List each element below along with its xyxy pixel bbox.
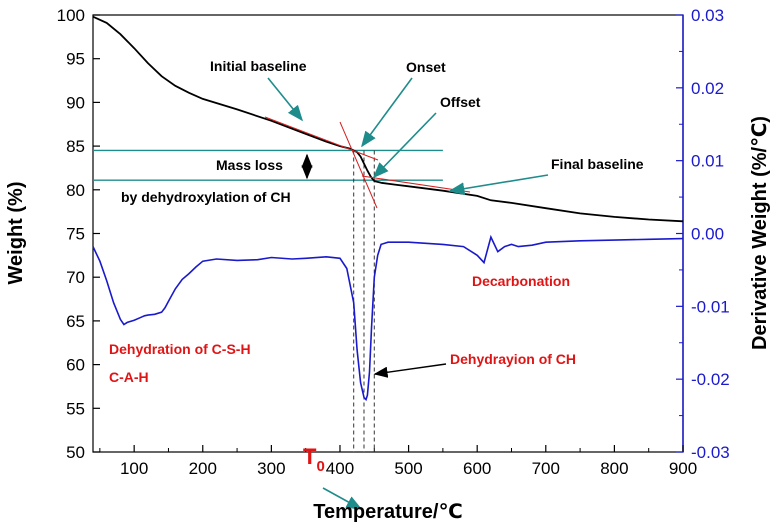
label-final-baseline: Final baseline <box>551 156 644 172</box>
label-offset: Offset <box>440 94 481 110</box>
arrow-t0 <box>322 487 363 510</box>
label-dehydration-csh: Dehydration of C-S-H <box>109 341 251 357</box>
y-axis-right-title: Derivative Weight (%/℃) <box>749 116 771 350</box>
y-axis-left-title: Weight (%) <box>5 182 27 285</box>
label-decarbonation: Decarbonation <box>472 273 570 289</box>
x-tick-label: 400 <box>326 459 354 478</box>
x-tick-label: 200 <box>189 459 217 478</box>
y-left-tick-label: 55 <box>66 399 85 418</box>
y-right-tick-label: 0.00 <box>691 225 724 244</box>
y-left-tick-label: 70 <box>66 268 85 287</box>
y-left-tick-label: 95 <box>66 50 85 69</box>
label-onset: Onset <box>406 59 446 75</box>
label-t0-subscript: 0 <box>316 458 324 475</box>
y-left-tick-label: 65 <box>66 312 85 331</box>
label-dehydration-ch: Dehydrayion of CH <box>450 351 576 367</box>
tg-series-line <box>92 15 684 223</box>
x-tick-label: 500 <box>394 459 422 478</box>
y-left-tick-label: 75 <box>66 225 85 244</box>
y-left-tick-label: 50 <box>66 443 85 462</box>
y-left-tick-label: 60 <box>66 356 85 375</box>
y-left-tick-label: 100 <box>57 6 85 25</box>
plot-frame <box>92 14 684 453</box>
arrow-final-baseline <box>448 174 549 195</box>
x-tick-label: 800 <box>600 459 628 478</box>
y-right-tick-label: 0.03 <box>691 6 724 25</box>
tangent-initial <box>264 116 379 161</box>
dtg-series-line <box>92 234 684 402</box>
x-tick-label: 300 <box>257 459 285 478</box>
x-tick-label: 700 <box>532 459 560 478</box>
tangent-steep <box>339 121 378 209</box>
arrow-ch <box>373 363 447 378</box>
y-left-tick-label: 90 <box>66 93 85 112</box>
label-initial-baseline: Initial baseline <box>210 58 307 74</box>
y-right-tick-label: 0.02 <box>691 79 724 98</box>
arrow-offset <box>372 112 437 179</box>
x-axis-title: Temperature/℃ <box>313 501 462 523</box>
y-right-tick-label: -0.03 <box>691 443 730 462</box>
arrow-initial-baseline <box>267 77 304 122</box>
arrow-onset <box>361 77 413 148</box>
y-left-tick-label: 85 <box>66 137 85 156</box>
label-t0: T0 <box>303 444 325 475</box>
x-tick-label: 100 <box>120 459 148 478</box>
axis-ticks: 100 200 300 400 500 600 700 800 9005055606570758… <box>57 6 730 478</box>
y-right-tick-label: -0.02 <box>691 370 730 389</box>
label-t0-main: T <box>303 444 317 469</box>
label-cah: C-A-H <box>109 369 149 385</box>
y-left-tick-label: 80 <box>66 181 85 200</box>
label-dehydroxylation: by dehydroxylation of CH <box>121 189 291 205</box>
x-tick-label: 600 <box>463 459 491 478</box>
y-right-tick-label: 0.01 <box>691 152 724 171</box>
x-tick-label: 900 <box>669 459 697 478</box>
label-mass-loss: Mass loss <box>216 157 283 173</box>
y-right-tick-label: -0.01 <box>691 297 730 316</box>
